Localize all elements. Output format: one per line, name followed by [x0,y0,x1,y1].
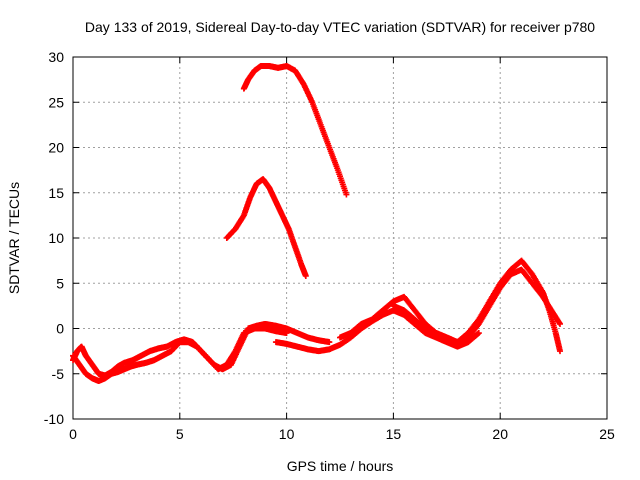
data-point [343,191,350,198]
data-point [302,273,309,280]
y-tick-label: 10 [48,230,64,246]
data-point [557,320,564,327]
x-axis-label: GPS time / hours [287,458,394,474]
y-tick-label: -10 [44,411,64,427]
x-tick-label: 20 [492,426,508,442]
data-point [475,330,482,337]
y-tick-label: 30 [48,49,64,65]
axis-ticks: 0 5 10 15 20 25 -10 -5 0 5 10 15 20 25 30 [44,49,615,442]
x-tick-label: 5 [176,426,184,442]
y-tick-label: 15 [48,185,64,201]
y-tick-label: -5 [52,366,65,382]
series-arc-mid [223,176,309,280]
data-point [557,348,564,355]
y-axis-label: SDTVAR / TECUs [6,182,22,294]
chart-title: Day 133 of 2019, Sidereal Day-to-day VTE… [85,19,595,35]
data-point [326,339,333,346]
y-tick-label: 5 [56,275,64,291]
grid [73,57,607,419]
y-tick-label: 0 [56,321,64,337]
y-tick-label: 25 [48,94,64,110]
x-tick-label: 25 [599,426,615,442]
x-tick-label: 0 [69,426,77,442]
data-points [70,63,564,384]
data-point [283,330,290,337]
y-tick-label: 20 [48,140,64,156]
series-low-band-b [70,325,290,379]
series-evening-rise-b [390,266,564,346]
series-arc-high [240,63,350,198]
x-tick-label: 15 [386,426,402,442]
x-tick-label: 10 [279,426,295,442]
